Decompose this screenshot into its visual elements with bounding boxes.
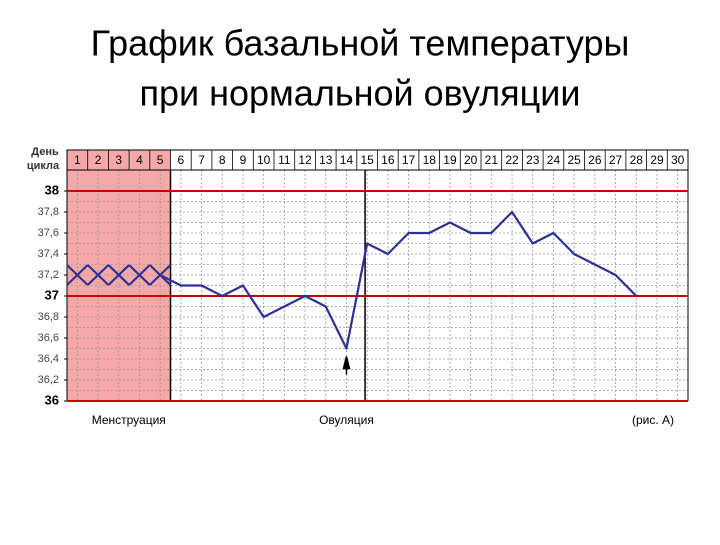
- y-tick-label: 38: [45, 182, 59, 197]
- menstruation-marker: [149, 264, 172, 286]
- x-tick-label: 19: [443, 153, 457, 167]
- x-tick-label: 18: [423, 153, 437, 167]
- x-tick-label: 24: [547, 153, 561, 167]
- chart-title: График базальной температуры: [91, 23, 630, 64]
- x-tick-label: 14: [340, 153, 354, 167]
- x-tick-label: 10: [257, 153, 271, 167]
- x-tick-label: 17: [402, 153, 416, 167]
- x-tick-label: 1: [74, 153, 81, 167]
- x-tick-label: 4: [136, 153, 143, 167]
- menstruation-marker: [107, 264, 130, 286]
- menstruation-marker: [128, 264, 151, 286]
- x-tick-label: 7: [198, 153, 205, 167]
- y-tick-label: 36,6: [38, 332, 59, 344]
- x-tick-label: 13: [319, 153, 333, 167]
- x-tick-label: 23: [526, 153, 540, 167]
- annotation: Овуляция: [319, 413, 374, 427]
- menstruation-marker: [86, 264, 110, 286]
- y-tick-label: 37,2: [38, 269, 59, 281]
- x-tick-label: 28: [630, 153, 644, 167]
- x-tick-label: 22: [505, 153, 519, 167]
- y-tick-label: 37,6: [38, 227, 59, 239]
- x-tick-label: 6: [178, 153, 185, 167]
- x-tick-label: 25: [567, 153, 581, 167]
- annotation: Менструация: [92, 413, 166, 427]
- y-tick-label: 36,2: [38, 374, 59, 386]
- y-tick-label: 36: [45, 392, 59, 407]
- y-tick-label: 37,8: [38, 206, 59, 218]
- x-tick-label: 29: [650, 153, 664, 167]
- x-axis-label: День: [31, 146, 59, 158]
- x-tick-label: 15: [360, 153, 374, 167]
- y-tick-label: 36,4: [38, 353, 59, 365]
- x-tick-label: 21: [485, 153, 499, 167]
- x-tick-label: 5: [157, 153, 164, 167]
- y-tick-label: 36,8: [38, 311, 59, 323]
- annotation: (рис. А): [632, 413, 674, 427]
- x-tick-label: 3: [115, 153, 122, 167]
- x-tick-label: 20: [464, 153, 478, 167]
- chart-title: при нормальной овуляции: [140, 73, 581, 114]
- y-tick-label: 37: [45, 287, 59, 302]
- menstruation-marker: [66, 264, 89, 286]
- x-tick-label: 16: [381, 153, 395, 167]
- y-tick-label: 37,4: [38, 248, 59, 260]
- x-tick-label: 30: [671, 153, 685, 167]
- ovulation-arrow: [342, 356, 351, 375]
- x-tick-label: 12: [298, 153, 312, 167]
- x-tick-label: 26: [588, 153, 602, 167]
- x-tick-label: 8: [219, 153, 226, 167]
- x-tick-label: 9: [240, 153, 247, 167]
- x-tick-label: 27: [609, 153, 623, 167]
- x-tick-label: 2: [95, 153, 102, 167]
- x-tick-label: 11: [278, 153, 291, 167]
- temperature-line: [159, 210, 638, 350]
- x-axis-label: цикла: [27, 160, 60, 172]
